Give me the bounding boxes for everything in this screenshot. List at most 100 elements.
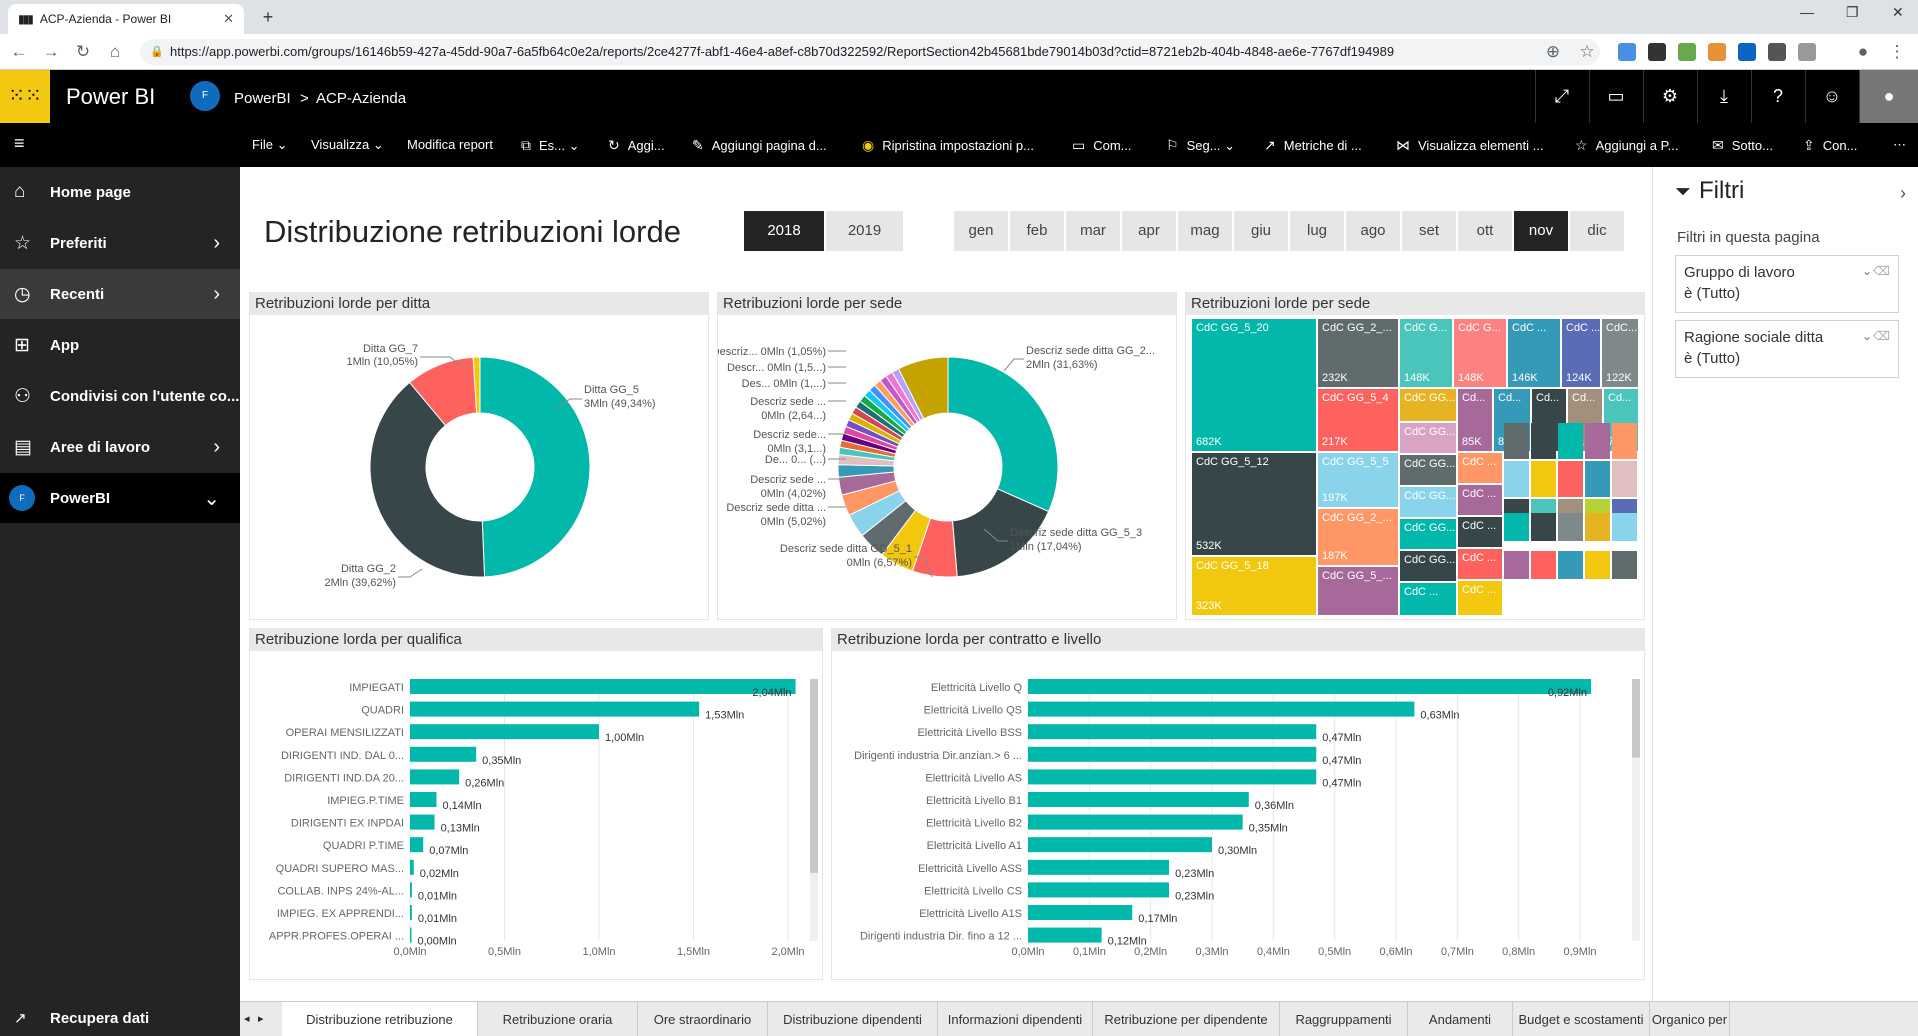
treemap-tile[interactable]: [1504, 513, 1529, 541]
month-slicer-item[interactable]: giu: [1234, 211, 1288, 251]
page-tab[interactable]: Budget e scostamenti: [1513, 1002, 1650, 1036]
treemap-tile[interactable]: CdC GG_5_20 682K: [1192, 319, 1316, 451]
treemap-tile[interactable]: CdC ...: [1458, 581, 1502, 615]
treemap-tile[interactable]: CdC ...: [1458, 485, 1502, 515]
treemap-tile[interactable]: CdC GG...: [1400, 519, 1456, 549]
toolbar-refresh[interactable]: ↻ Aggi...: [608, 137, 665, 153]
treemap-tile[interactable]: [1585, 513, 1610, 541]
treemap-tile[interactable]: [1558, 513, 1583, 541]
month-slicer-item[interactable]: feb: [1010, 211, 1064, 251]
treemap-tile[interactable]: [1531, 423, 1556, 459]
new-tab-button[interactable]: +: [262, 7, 274, 27]
treemap-tile[interactable]: CdC ...: [1458, 549, 1502, 579]
hamburger-icon[interactable]: ≡: [14, 133, 25, 153]
month-slicer-item[interactable]: dic: [1570, 211, 1624, 251]
toolbar-favorite[interactable]: ☆ Aggiungi a P...: [1575, 137, 1679, 153]
month-slicer-item[interactable]: set: [1402, 211, 1456, 251]
settings-gear-icon[interactable]: ⚙: [1643, 70, 1696, 123]
treemap-tile[interactable]: CdC GG_5_...: [1318, 567, 1398, 615]
treemap-tile[interactable]: CdC G... 148K: [1454, 319, 1506, 387]
more-options-icon[interactable]: ⋯: [1893, 137, 1906, 152]
month-slicer-item[interactable]: gen: [954, 211, 1008, 251]
month-slicer-item[interactable]: ott: [1458, 211, 1512, 251]
page-tab[interactable]: Retribuzione oraria: [478, 1002, 638, 1036]
treemap-tile[interactable]: Cd... 85K: [1458, 389, 1492, 451]
treemap-tile[interactable]: [1612, 513, 1637, 541]
visual-contratto[interactable]: Retribuzione lorda per contratto e livel…: [831, 628, 1645, 980]
treemap-tile[interactable]: CdC GG_5_4 217K: [1318, 389, 1398, 451]
page-tab[interactable]: Distribuzione retribuzione: [282, 1002, 478, 1036]
nav-recent[interactable]: ◷ Recenti ›: [0, 269, 240, 319]
bookmark-star-icon[interactable]: ☆: [1579, 42, 1595, 61]
url-input[interactable]: 🔒 https://app.powerbi.com/groups/16146b5…: [140, 39, 1600, 65]
month-slicer-item[interactable]: nov: [1514, 211, 1568, 251]
maximize-icon[interactable]: ❐: [1846, 4, 1859, 20]
treemap-tile[interactable]: [1558, 461, 1583, 497]
treemap-tile[interactable]: [1585, 551, 1610, 579]
year-slicer-item[interactable]: 2019: [826, 211, 903, 251]
visual-ditta[interactable]: Retribuzioni lorde per ditta Ditta GG_7 1…: [249, 292, 709, 620]
year-slicer-item[interactable]: 2018: [744, 211, 824, 251]
extension-icon[interactable]: [1678, 43, 1696, 61]
treemap-tile[interactable]: CdC GG...: [1400, 423, 1456, 453]
filter-card-gruppo[interactable]: Gruppo di lavoro è (Tutto) ⌄ ⌫: [1675, 255, 1899, 313]
treemap-tile[interactable]: CdC G... 148K: [1400, 319, 1452, 387]
page-tab[interactable]: Retribuzione per dipendente: [1093, 1002, 1280, 1036]
treemap-tile[interactable]: CdC GG...: [1400, 455, 1456, 485]
treemap-tile[interactable]: [1504, 461, 1529, 497]
close-tab-icon[interactable]: ✕: [223, 11, 234, 26]
feedback-smiley-icon[interactable]: ☺: [1805, 70, 1858, 123]
treemap-tile[interactable]: CdC GG_5_12 532K: [1192, 453, 1316, 555]
extension-icon[interactable]: [1768, 43, 1786, 61]
toolbar-bookmarks[interactable]: ⚐ Seg... ⌄: [1166, 137, 1236, 153]
treemap-tile[interactable]: [1531, 461, 1556, 497]
toolbar-file[interactable]: File ⌄: [252, 137, 288, 152]
filter-card-ragione[interactable]: Ragione sociale ditta è (Tutto) ⌄ ⌫: [1675, 320, 1899, 378]
app-launcher-icon[interactable]: ⁙⁙: [0, 70, 50, 123]
treemap-tile[interactable]: [1585, 423, 1610, 459]
nav-current-workspace[interactable]: F PowerBI ⌄: [0, 473, 240, 523]
profile-icon[interactable]: ●: [1857, 42, 1869, 61]
nav-shared[interactable]: ⚇ Condivisi con l'utente co...: [14, 385, 240, 407]
download-icon[interactable]: ⤓: [1697, 70, 1750, 123]
month-slicer-item[interactable]: mag: [1178, 211, 1232, 251]
page-tab[interactable]: Distribuzione dipendenti: [768, 1002, 938, 1036]
chevron-down-icon[interactable]: ⌄: [1861, 329, 1872, 343]
treemap-tile[interactable]: [1585, 461, 1610, 497]
toolbar-export[interactable]: ⧉ Es... ⌄: [521, 137, 580, 153]
toolbar-edit-report[interactable]: Modifica report: [407, 137, 493, 152]
extension-icon[interactable]: [1738, 43, 1756, 61]
close-window-icon[interactable]: ✕: [1892, 4, 1904, 20]
treemap-tile[interactable]: CdC ...: [1400, 583, 1456, 615]
toolbar-metrics[interactable]: ↗ Metriche di ...: [1264, 137, 1362, 153]
visual-qualifica[interactable]: Retribuzione lorda per qualifica 0,0Mln 0…: [249, 628, 823, 980]
prev-page-icon[interactable]: ◂: [244, 1013, 250, 1025]
treemap-tile[interactable]: [1504, 551, 1529, 579]
browser-tab[interactable]: ▮▮▮ ACP-Azienda - Power BI ✕: [8, 4, 244, 34]
page-tab[interactable]: Ore straordinario: [638, 1002, 768, 1036]
toolbar-subscribe[interactable]: ✉ Sotto...: [1712, 137, 1773, 153]
forward-icon[interactable]: →: [42, 42, 60, 61]
user-avatar[interactable]: ●: [1859, 70, 1918, 123]
comment-icon[interactable]: ▭: [1589, 70, 1642, 123]
visual-sede[interactable]: Retribuzioni lorde per sede Descriz sede…: [717, 292, 1177, 620]
treemap-tile[interactable]: [1558, 551, 1583, 579]
page-tab[interactable]: Andamenti: [1408, 1002, 1513, 1036]
treemap-tile[interactable]: CdC ...: [1458, 517, 1502, 547]
nav-home[interactable]: ⌂ Home page: [14, 181, 131, 202]
nav-get-data[interactable]: ↗ Recupera dati: [0, 1001, 240, 1036]
extension-icon[interactable]: [1648, 43, 1666, 61]
toolbar-related[interactable]: ⋈ Visualizza elementi ...: [1396, 137, 1544, 153]
page-tab[interactable]: Informazioni dipendenti: [938, 1002, 1093, 1036]
month-slicer-item[interactable]: lug: [1290, 211, 1344, 251]
page-tab[interactable]: Raggruppamenti: [1280, 1002, 1408, 1036]
extension-icon[interactable]: [1798, 43, 1816, 61]
treemap-tile[interactable]: CdC GG_2_... 232K: [1318, 319, 1398, 387]
fullscreen-icon[interactable]: ⤢: [1535, 70, 1588, 123]
toolbar-view[interactable]: Visualizza ⌄: [311, 137, 384, 152]
visual-treemap[interactable]: Retribuzioni lorde per sede CdC GG_5_20 6…: [1185, 292, 1645, 620]
treemap-tile[interactable]: CdC ...: [1458, 453, 1502, 483]
brand-title[interactable]: Power BI: [66, 84, 156, 109]
toolbar-comments[interactable]: ▭ Com...: [1072, 137, 1132, 153]
treemap-tile[interactable]: CdC ... 146K: [1508, 319, 1560, 387]
